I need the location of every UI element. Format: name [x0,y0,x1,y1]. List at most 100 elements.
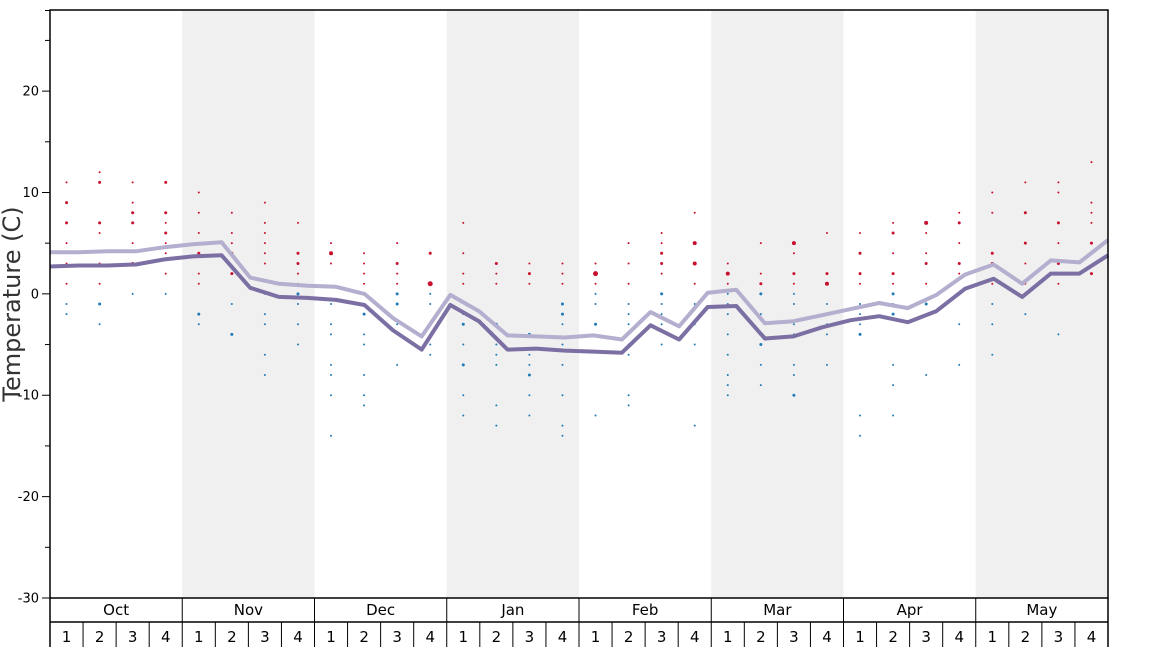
cold-dot [892,384,895,387]
warm-dot [660,251,664,255]
warm-dot [230,211,233,214]
warm-dot [990,251,994,255]
warm-dot [1057,282,1060,285]
cold-dot [527,373,531,377]
y-tick-label: 20 [22,85,39,100]
warm-dot [925,232,928,235]
warm-dot [65,282,68,285]
warm-dot [363,282,366,285]
warm-dot [462,252,465,255]
warm-dot [1057,191,1060,194]
week-label: 1 [62,628,72,646]
cold-dot [858,332,862,336]
week-label: 1 [988,628,998,646]
warm-dot [858,251,862,255]
cold-dot [263,373,266,376]
cold-dot [561,434,564,437]
warm-dot [1089,272,1093,276]
warm-dot [1024,181,1027,184]
warm-dot [330,242,333,245]
week-label: 4 [690,628,700,646]
warm-dot [164,211,168,215]
warm-dot [230,272,234,276]
week-label: 4 [1087,628,1097,646]
warm-dot [991,211,994,214]
x-axis: Oct Nov Dec Jan Feb Mar Apr May 1 2 3 4 1 2 3 4 1 2 3 4 1 2 3 4… [49,598,1109,647]
warm-dot [263,201,266,204]
week-label: 3 [128,628,138,646]
week-label: 4 [425,628,435,646]
cold-dot [627,303,630,305]
warm-dot [957,261,961,265]
warm-dot [891,272,895,276]
cold-dot [859,434,862,437]
warm-dot [164,272,167,275]
warm-dot [263,252,266,255]
y-axis: 20 10 0 -10 -20 -30 [18,10,50,607]
cold-dot [197,312,201,316]
warm-dot [495,272,498,275]
cold-dot [792,363,795,366]
cold-dot [759,313,762,316]
week-label: 4 [954,628,964,646]
warm-dot [230,232,233,235]
y-tick-label: -30 [18,592,39,607]
cold-dot [462,343,465,346]
cold-dot [892,363,895,366]
warm-dot [296,272,299,275]
cold-dot [859,313,862,316]
cold-dot [395,302,399,306]
week-label: 4 [293,628,303,646]
warm-dot [263,242,266,245]
warm-dot [726,262,729,265]
cold-dot [1024,313,1027,316]
warm-dot [528,262,531,265]
warm-dot [693,211,696,214]
y-tick-label: -10 [18,389,39,404]
cold-dot [462,414,465,417]
warm-dot [958,242,961,245]
week-label: 1 [326,628,336,646]
y-tick-label: -20 [18,490,39,505]
cold-dot [495,353,498,356]
cold-dot [363,404,366,407]
warm-dot [428,251,432,255]
month-band [975,10,1108,598]
warm-dot [892,252,895,255]
warm-dot [131,201,134,204]
cold-dot [693,424,696,427]
cold-dot [528,363,531,366]
cold-dot [495,424,498,427]
warm-dot [660,272,663,275]
warm-dot [593,271,599,277]
warm-dot [859,232,862,235]
warm-dot [164,242,167,245]
cold-dot [461,322,465,326]
warm-dot [263,262,266,265]
warm-dot [1023,241,1027,245]
warm-dot [98,171,101,174]
week-label: 2 [492,628,502,646]
warm-dot [792,252,795,255]
warm-dot [98,180,102,184]
cold-dot [660,292,664,296]
warm-dot [330,262,333,265]
cold-dot [330,394,333,397]
warm-dot [1057,242,1060,245]
week-label: 1 [591,628,601,646]
week-label: 4 [161,628,171,646]
cold-dot [462,394,465,397]
warm-dot [65,221,69,225]
warm-dot [693,282,696,285]
warm-dot [98,282,101,285]
week-label: 3 [525,628,535,646]
week-label: 2 [888,628,898,646]
week-label: 2 [227,628,237,646]
cold-dot [230,332,234,336]
cold-dot [528,353,531,356]
cold-dot [594,414,597,417]
cold-dot [594,303,597,305]
cold-dot [230,303,233,305]
cold-dot [627,353,630,356]
warm-dot [957,221,961,225]
